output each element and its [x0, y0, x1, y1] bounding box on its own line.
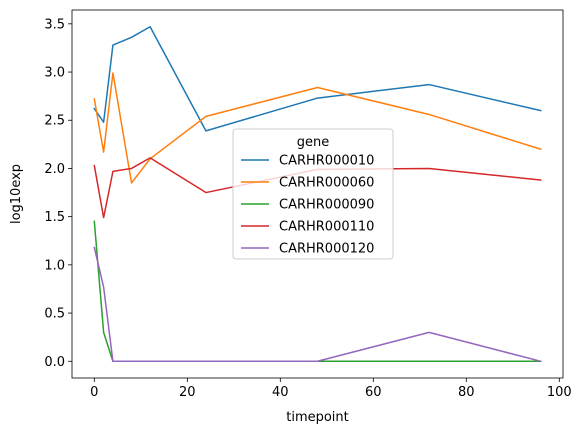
y-tick-label: 1.0	[44, 258, 65, 273]
legend-entries: CARHR000010 CARHR000060 CARHR000090 CARHR00…	[241, 154, 374, 257]
legend-label: CARHR000110	[279, 220, 374, 235]
x-axis-label: timepoint	[286, 410, 349, 425]
x-tick-label: 80	[458, 385, 475, 400]
x-tick-label: 60	[365, 385, 382, 400]
y-tick-label: 0.0	[44, 355, 65, 370]
x-axis-ticks: 0 20 40 60 80 100	[90, 378, 572, 400]
series-line-carhr000060	[93, 72, 542, 184]
y-axis-ticks: 0.0 0.5 1.0 1.5 2.0 2.5 3.0 3.5	[44, 17, 72, 370]
legend-label: CARHR000010	[279, 154, 374, 169]
legend-box	[232, 128, 394, 260]
x-tick-label: 40	[272, 385, 289, 400]
legend: gene CARHR000010CARHR000060CARHR000090CA…	[232, 128, 394, 260]
x-tick-label: 100	[547, 385, 572, 400]
y-tick-label: 2.5	[44, 114, 65, 129]
legend-label: CARHR000090	[279, 198, 374, 213]
legend-title: gene	[297, 135, 330, 150]
series-line-carhr000010	[93, 25, 542, 132]
y-tick-label: 3.5	[44, 17, 65, 32]
y-tick-label: 0.5	[44, 307, 65, 322]
x-tick-label: 20	[179, 385, 196, 400]
x-tick-label: 0	[90, 385, 98, 400]
legend-label: CARHR000060	[279, 176, 374, 191]
y-axis-label: log10exp	[9, 164, 24, 224]
y-tick-label: 3.0	[44, 66, 65, 81]
y-tick-label: 2.0	[44, 162, 65, 177]
y-tick-label: 1.5	[44, 210, 65, 225]
axes-frame	[71, 9, 564, 379]
series-line-carhr000120	[93, 246, 542, 363]
legend-label: CARHR000120	[279, 242, 374, 257]
